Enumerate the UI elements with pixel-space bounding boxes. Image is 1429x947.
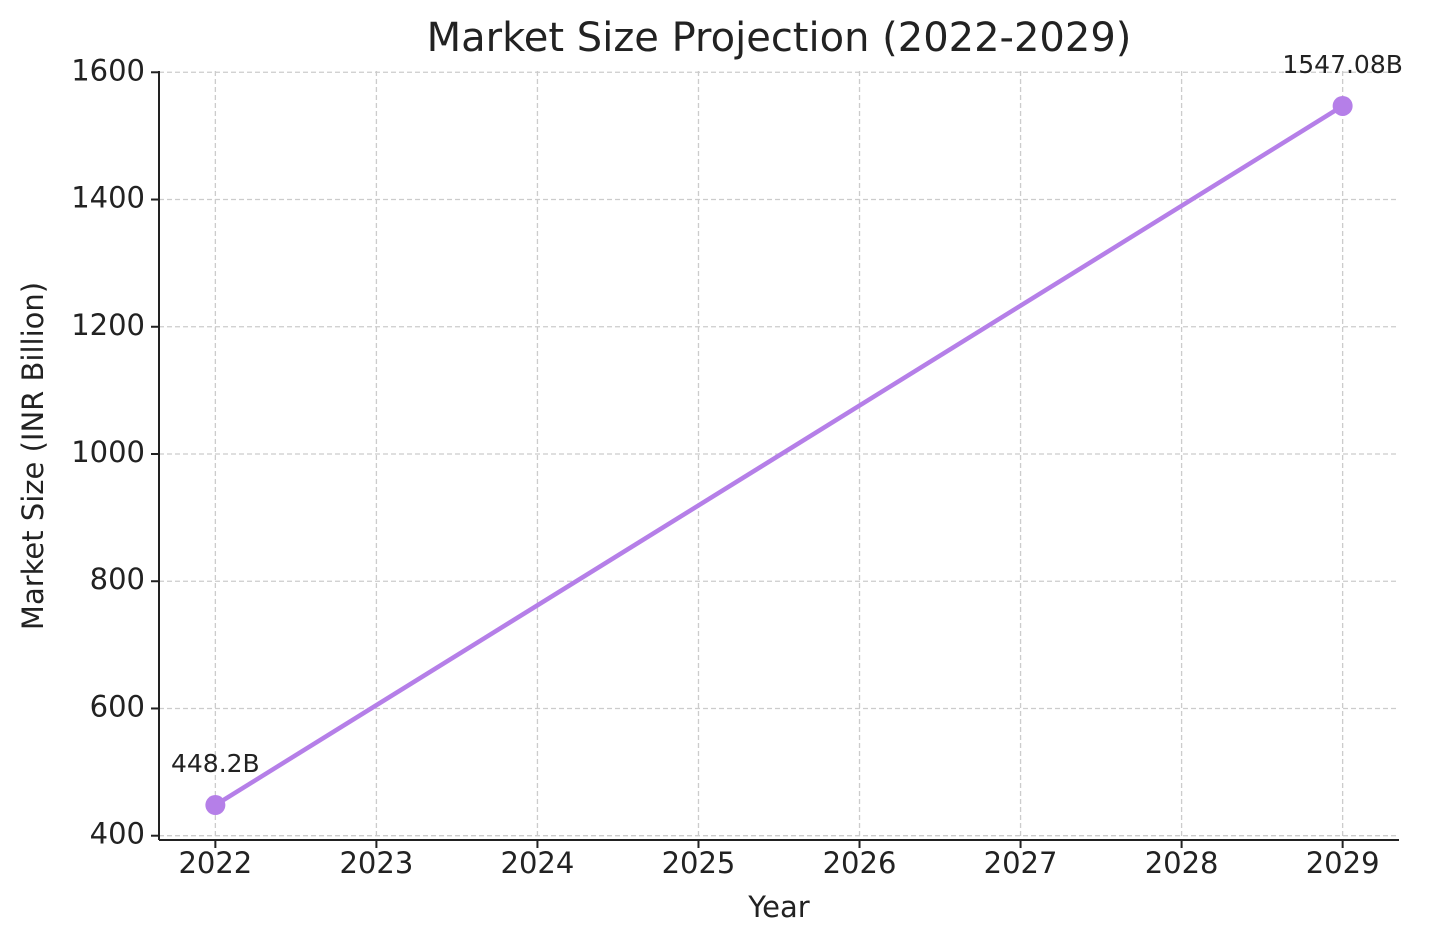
y-tick-label: 800 — [90, 562, 145, 596]
point — [1332, 95, 1353, 116]
y-tick-label: 600 — [90, 689, 145, 723]
y-tick-label: 1000 — [71, 435, 145, 469]
x-tick-label: 2024 — [501, 846, 575, 880]
x-axis-label: Year — [747, 890, 809, 924]
y-tick-label: 1400 — [71, 181, 145, 215]
chart-title: Market Size Projection (2022-2029) — [427, 15, 1132, 61]
x-tick-label: 2025 — [662, 846, 736, 880]
data-label: 448.2B — [171, 749, 260, 778]
line — [214, 104, 1344, 807]
y-axis-label: Market Size (INR Billion) — [16, 282, 50, 630]
x-tick-label: 2022 — [178, 846, 252, 880]
point — [205, 795, 226, 816]
x-tick-label: 2027 — [984, 846, 1058, 880]
data-label: 1547.08B — [1282, 50, 1403, 79]
y-tick-label: 1200 — [71, 308, 145, 342]
y-tick-label: 1600 — [71, 53, 145, 87]
x-tick-label: 2028 — [1145, 846, 1219, 880]
y-tick-label: 400 — [90, 817, 145, 851]
x-tick-label: 2026 — [823, 846, 897, 880]
x-tick-label: 2029 — [1306, 846, 1380, 880]
x-tick-label: 2023 — [339, 846, 413, 880]
